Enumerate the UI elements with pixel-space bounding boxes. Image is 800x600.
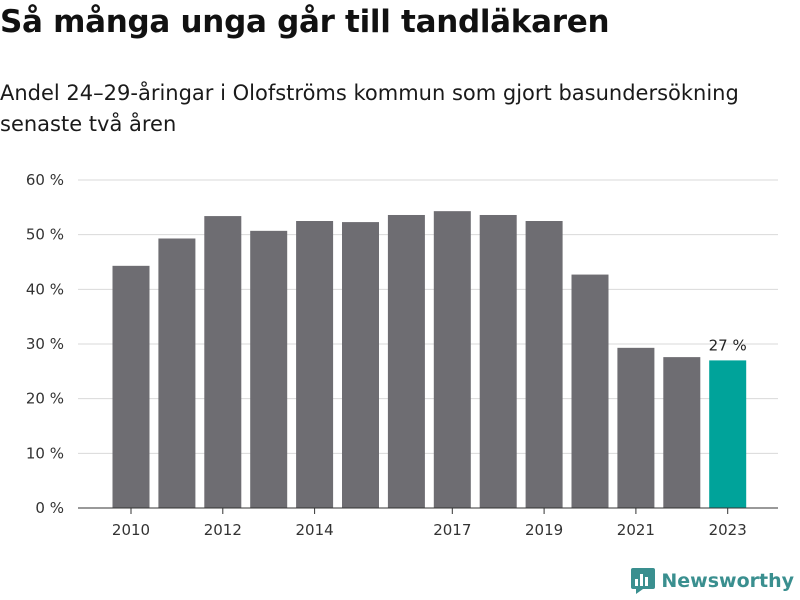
x-tick-label: 2014 (296, 521, 334, 539)
bar-2012 (204, 216, 242, 508)
bar-2016 (387, 214, 425, 508)
bar-2021 (617, 347, 655, 508)
brand-name: Newsworthy (661, 570, 794, 592)
y-tick-label: 50 % (26, 226, 64, 244)
y-tick-label: 30 % (26, 335, 64, 353)
bar-2011 (158, 238, 196, 508)
chart-subtitle: Andel 24–29-åringar i Olofströms kommun … (0, 81, 739, 136)
y-tick-label: 20 % (26, 390, 64, 408)
x-tick-label: 2017 (433, 521, 471, 539)
x-tick-label: 2021 (617, 521, 655, 539)
y-tick-label: 60 % (26, 171, 64, 189)
bar-2018 (479, 214, 517, 508)
y-tick-label: 40 % (26, 280, 64, 298)
y-tick-label: 0 % (35, 499, 64, 517)
chart-title: Så många unga går till tandläkaren (0, 4, 610, 40)
data-label: 27 % (709, 336, 747, 354)
bar-2023 (709, 360, 747, 508)
bar-chart: 0 % 10 % 20 % 30 % 40 % 50 % 60 % 2010 2012 2014 2… (26, 171, 778, 539)
x-tick-label: 2010 (112, 521, 150, 539)
bar-2020 (571, 274, 609, 508)
y-tick-label: 10 % (26, 444, 64, 462)
x-tick-label: 2019 (525, 521, 563, 539)
newsworthy-logo-icon (631, 568, 656, 594)
bar-2017 (433, 211, 471, 508)
bar-2022 (663, 357, 701, 508)
bar-2013 (250, 230, 288, 508)
bar-2010 (112, 265, 150, 508)
bar-2015 (342, 222, 379, 509)
x-tick-label: 2023 (709, 521, 747, 539)
bar-2019 (525, 221, 563, 508)
brand: Newsworthy (631, 568, 794, 594)
bar-2014 (296, 221, 334, 508)
x-tick-label: 2012 (204, 521, 242, 539)
